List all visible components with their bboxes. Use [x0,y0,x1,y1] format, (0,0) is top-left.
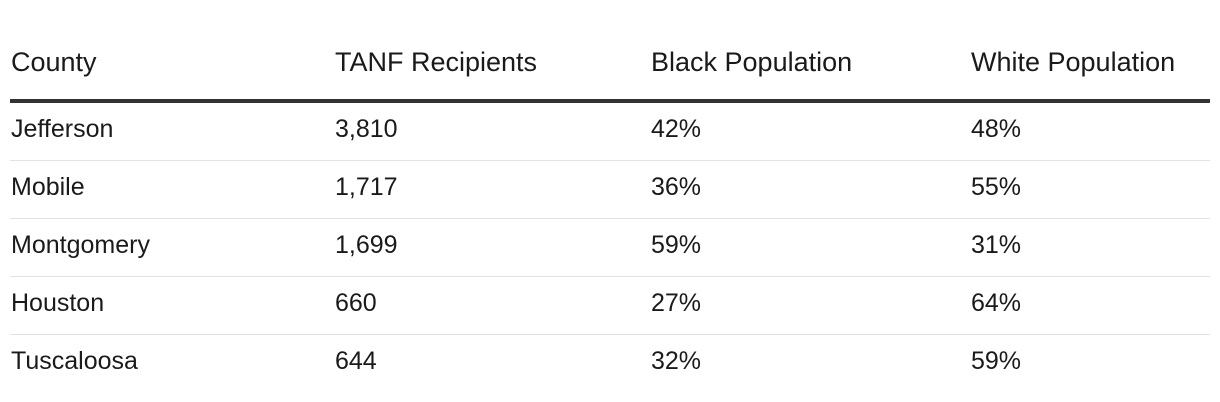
row-separator [10,160,1210,161]
column-header: County [11,47,97,77]
table-cell: Jefferson [11,115,114,143]
table-cell: 59% [971,347,1022,375]
table-cell: 660 [335,289,377,317]
table-cell: 3,810 [335,115,398,143]
table-cell: 59% [651,231,702,259]
row-separator [10,334,1210,335]
table-cell: 1,717 [335,173,398,201]
column-header: White Population [971,47,1176,77]
table-cell: Mobile [11,173,85,201]
table-cell: 644 [335,347,377,375]
table-cell: 55% [971,173,1022,201]
column-header: TANF Recipients [335,47,538,77]
table-cell: 42% [651,115,702,143]
header-rule [10,99,1210,103]
table-cell: 1,699 [335,231,398,259]
table-cell: 27% [651,289,702,317]
table-cell: Tuscaloosa [11,347,138,375]
table-cell: 32% [651,347,702,375]
row-separator [10,218,1210,219]
table-cell: 48% [971,115,1022,143]
table-cell: Houston [11,289,105,317]
row-separator [10,276,1210,277]
table-cell: Montgomery [11,231,150,259]
column-header: Black Population [651,47,853,77]
table-cell: 31% [971,231,1022,259]
table-cell: 64% [971,289,1022,317]
table-cell: 36% [651,173,702,201]
